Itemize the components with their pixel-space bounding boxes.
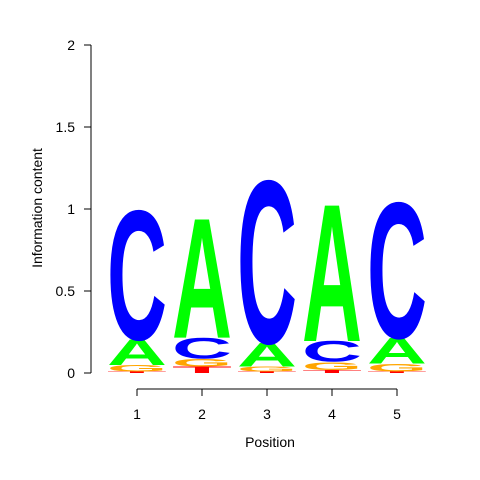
x-tick-label: 2 [198, 406, 206, 422]
x-axis-title: Position [245, 434, 295, 450]
y-tick-label: 1 [67, 201, 75, 217]
letter-a: A [237, 336, 297, 374]
x-tick-label: 5 [393, 406, 401, 422]
letter-c: C [107, 173, 167, 379]
y-axis: 0 0.5 1 1.5 2 [56, 37, 92, 381]
letter-a: A [107, 332, 167, 373]
x-tick-label: 4 [328, 406, 336, 422]
x-axis: 1 2 3 4 5 [133, 388, 401, 422]
y-tick-label: 0 [67, 365, 75, 381]
y-tick-label: 0.5 [56, 283, 76, 299]
letter-g: G [172, 356, 232, 369]
letter-g: G [107, 363, 167, 373]
letter-c: C [237, 132, 297, 393]
letter-t: T [107, 371, 167, 374]
y-axis-title: Information content [29, 148, 45, 268]
letter-c: C [302, 335, 362, 368]
letter-a: A [172, 182, 232, 374]
letter-g: G [367, 361, 427, 374]
letter-a: A [302, 164, 362, 384]
letter-c: C [172, 332, 232, 365]
x-tick-label: 1 [133, 406, 141, 422]
letter-c: C [367, 162, 427, 379]
letter-g: G [302, 359, 362, 372]
x-tick-label: 3 [263, 406, 271, 422]
letter-t: T [302, 369, 362, 374]
letter-a: A [367, 330, 427, 371]
letter-t: T [172, 365, 232, 375]
letter-t: T [237, 371, 297, 374]
y-tick-label: 1.5 [56, 119, 76, 135]
letter-t: T [367, 371, 427, 374]
y-tick-label: 2 [67, 37, 75, 53]
letter-g: G [237, 365, 297, 373]
